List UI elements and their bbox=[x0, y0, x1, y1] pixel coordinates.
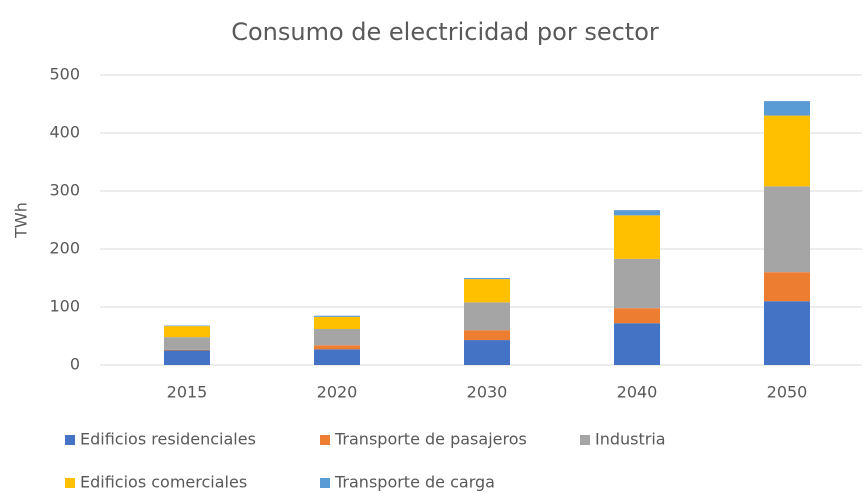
legend-label: Edificios comerciales bbox=[80, 473, 247, 492]
y-tick-label: 0 bbox=[70, 355, 80, 374]
y-tick-label: 500 bbox=[49, 65, 80, 84]
legend-label: Transporte de pasajeros bbox=[334, 430, 527, 449]
bar-segment bbox=[164, 337, 210, 350]
bar-segment bbox=[314, 315, 360, 317]
bar-segment bbox=[764, 115, 810, 187]
chart-title: Consumo de electricidad por sector bbox=[231, 18, 659, 46]
bar-segment bbox=[764, 101, 810, 116]
bar-segment bbox=[614, 308, 660, 324]
bar-segment bbox=[314, 345, 360, 350]
bar-segment bbox=[614, 215, 660, 259]
x-tick-label: 2020 bbox=[317, 383, 358, 402]
bar-segment bbox=[764, 272, 810, 302]
x-tick-label: 2015 bbox=[167, 383, 208, 402]
bar-segment bbox=[464, 279, 510, 303]
x-tick-label: 2040 bbox=[617, 383, 658, 402]
y-axis-label: TWh bbox=[12, 202, 31, 239]
bar-segment bbox=[164, 325, 210, 327]
bar-segment bbox=[614, 323, 660, 365]
bar-segment bbox=[314, 316, 360, 330]
y-tick-label: 400 bbox=[49, 123, 80, 142]
bar-segment bbox=[314, 329, 360, 346]
legend-label: Transporte de carga bbox=[334, 473, 495, 492]
bar-segment bbox=[164, 349, 210, 351]
legend-swatch bbox=[65, 478, 75, 488]
bar-segment bbox=[464, 278, 510, 280]
bar-segment bbox=[314, 349, 360, 365]
x-tick-label: 2030 bbox=[467, 383, 508, 402]
x-tick-label: 2050 bbox=[767, 383, 808, 402]
legend-label: Industria bbox=[595, 430, 666, 449]
legend-swatch bbox=[65, 435, 75, 445]
y-tick-label: 200 bbox=[49, 239, 80, 258]
y-tick-label: 300 bbox=[49, 181, 80, 200]
legend-label: Edificios residenciales bbox=[80, 430, 256, 449]
bar-segment bbox=[164, 350, 210, 365]
bar-segment bbox=[614, 258, 660, 309]
legend-swatch bbox=[320, 435, 330, 445]
y-tick-label: 100 bbox=[49, 297, 80, 316]
bar-segment bbox=[464, 340, 510, 365]
bar-segment bbox=[614, 210, 660, 216]
bar-segment bbox=[464, 330, 510, 341]
bar-segment bbox=[764, 186, 810, 273]
legend-swatch bbox=[320, 478, 330, 488]
bar-segment bbox=[164, 326, 210, 338]
legend-swatch bbox=[580, 435, 590, 445]
bar-segment bbox=[464, 302, 510, 331]
bar-segment bbox=[764, 301, 810, 365]
